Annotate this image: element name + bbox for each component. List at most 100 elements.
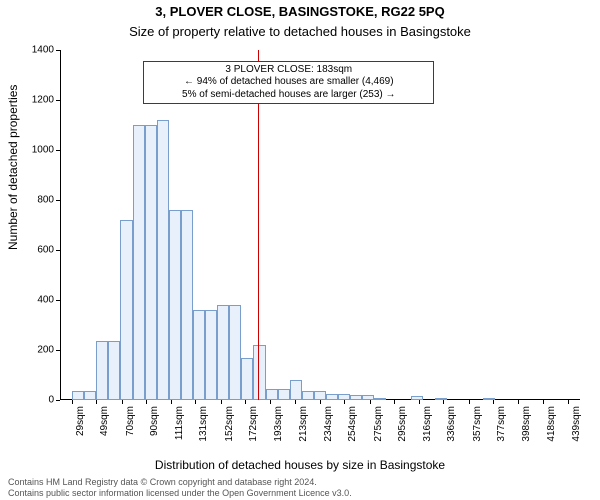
x-tick-label: 234sqm (323, 406, 334, 442)
histogram-bar (181, 210, 193, 400)
x-tick-label: 172sqm (248, 406, 259, 442)
y-tick (56, 250, 60, 251)
y-tick-label: 1000 (32, 145, 54, 156)
histogram-bar (205, 310, 217, 400)
footnote: Contains HM Land Registry data © Crown c… (8, 477, 592, 498)
histogram-bar (229, 305, 241, 400)
x-tick (295, 400, 296, 404)
y-tick-label: 1400 (32, 45, 54, 56)
annotation-box: 3 PLOVER CLOSE: 183sqm← 94% of detached … (143, 61, 434, 105)
x-tick (122, 400, 123, 404)
x-tick-label: 418sqm (546, 406, 557, 442)
x-tick-label: 254sqm (347, 406, 358, 442)
x-tick (518, 400, 519, 404)
x-tick (195, 400, 196, 404)
chart-title-line2: Size of property relative to detached ho… (0, 24, 600, 39)
x-tick-label: 131sqm (198, 406, 209, 442)
histogram-bar (157, 120, 169, 400)
x-tick (72, 400, 73, 404)
histogram-bar (350, 395, 362, 400)
x-tick-label: 275sqm (373, 406, 384, 442)
histogram-bar (314, 391, 326, 400)
chart-title-line1: 3, PLOVER CLOSE, BASINGSTOKE, RG22 5PQ (0, 4, 600, 19)
histogram-bar (84, 391, 96, 400)
histogram-bar (326, 394, 338, 400)
y-tick-label: 1200 (32, 95, 54, 106)
x-tick (320, 400, 321, 404)
histogram-bar (290, 380, 302, 400)
histogram-bar (217, 305, 229, 400)
x-tick (96, 400, 97, 404)
y-tick-label: 200 (37, 345, 54, 356)
chart-container: 3, PLOVER CLOSE, BASINGSTOKE, RG22 5PQ S… (0, 0, 600, 500)
x-tick (146, 400, 147, 404)
y-tick (56, 200, 60, 201)
histogram-bar (266, 389, 278, 400)
y-tick (56, 350, 60, 351)
x-tick-label: 336sqm (446, 406, 457, 442)
y-tick-label: 800 (37, 195, 54, 206)
histogram-bar (302, 391, 314, 400)
y-tick-label: 400 (37, 295, 54, 306)
x-tick-label: 111sqm (174, 406, 185, 440)
histogram-bar (435, 398, 447, 400)
histogram-bar (374, 398, 386, 400)
histogram-bar (362, 395, 374, 400)
x-tick (171, 400, 172, 404)
histogram-bar (278, 389, 290, 400)
x-tick-label: 70sqm (125, 406, 136, 436)
footnote-line1: Contains HM Land Registry data © Crown c… (8, 477, 317, 487)
x-tick (221, 400, 222, 404)
y-tick (56, 150, 60, 151)
x-tick-label: 316sqm (422, 406, 433, 442)
plot-area: 020040060080010001200140029sqm49sqm70sqm… (60, 50, 580, 400)
y-axis-label: Number of detached properties (6, 85, 20, 250)
x-tick-label: 152sqm (224, 406, 235, 442)
plot-inner: 020040060080010001200140029sqm49sqm70sqm… (60, 50, 580, 400)
x-tick (245, 400, 246, 404)
histogram-bar (120, 220, 132, 400)
x-tick (344, 400, 345, 404)
histogram-bar (133, 125, 145, 400)
x-tick-label: 295sqm (397, 406, 408, 442)
histogram-bar (145, 125, 157, 400)
x-tick-label: 357sqm (472, 406, 483, 442)
histogram-bar (96, 341, 108, 400)
histogram-bar (411, 396, 423, 400)
x-tick (270, 400, 271, 404)
x-tick (419, 400, 420, 404)
y-tick (56, 100, 60, 101)
x-tick-label: 90sqm (149, 406, 160, 436)
x-tick (443, 400, 444, 404)
y-axis-line (60, 50, 61, 400)
x-tick-label: 377sqm (496, 406, 507, 442)
x-tick (543, 400, 544, 404)
x-tick-label: 49sqm (99, 406, 110, 436)
histogram-bar (169, 210, 181, 400)
histogram-bar (193, 310, 205, 400)
x-tick (394, 400, 395, 404)
y-tick (56, 400, 60, 401)
x-tick (370, 400, 371, 404)
x-tick-label: 29sqm (75, 406, 86, 436)
histogram-bar (72, 391, 84, 400)
x-tick-label: 213sqm (298, 406, 309, 442)
annotation-line: 3 PLOVER CLOSE: 183sqm (148, 64, 429, 77)
histogram-bar (241, 358, 253, 401)
x-tick-label: 193sqm (273, 406, 284, 442)
y-tick (56, 300, 60, 301)
y-tick-label: 0 (48, 395, 54, 406)
annotation-line: 5% of semi-detached houses are larger (2… (148, 89, 429, 102)
footnote-line2: Contains public sector information licen… (8, 488, 352, 498)
x-tick (493, 400, 494, 404)
annotation-line: ← 94% of detached houses are smaller (4,… (148, 76, 429, 89)
y-tick-label: 600 (37, 245, 54, 256)
x-tick-label: 439sqm (571, 406, 582, 442)
x-axis-label: Distribution of detached houses by size … (0, 458, 600, 472)
x-tick (469, 400, 470, 404)
histogram-bar (108, 341, 120, 400)
x-tick (568, 400, 569, 404)
histogram-bar (253, 345, 265, 400)
y-tick (56, 50, 60, 51)
x-tick-label: 398sqm (521, 406, 532, 442)
